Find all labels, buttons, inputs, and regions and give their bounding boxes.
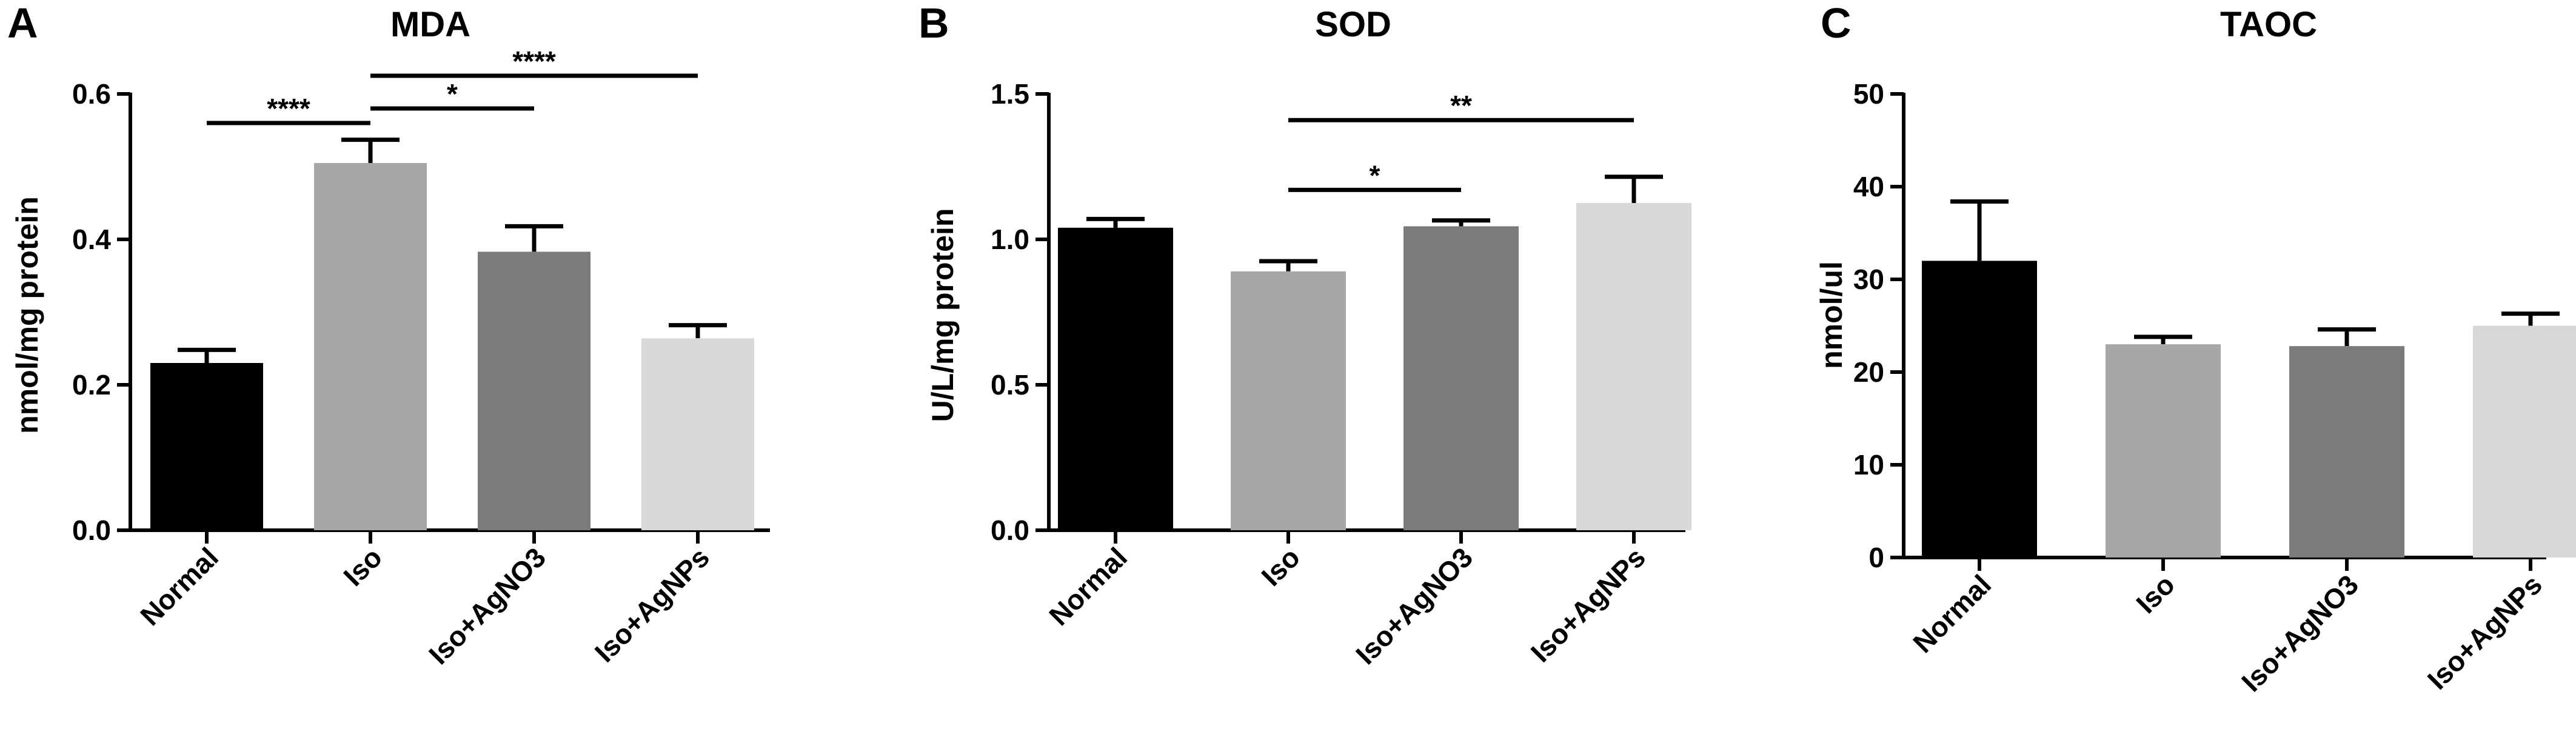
panel-letter: A	[7, 0, 38, 47]
y-tick-label: 10	[1853, 449, 1884, 481]
significance-label: **	[1450, 90, 1472, 121]
x-tick-label: Iso+AgNO3	[423, 541, 552, 670]
significance-label: *	[447, 78, 458, 110]
x-tick-label: Iso+AgNPs	[2421, 568, 2548, 695]
x-tick-label: Normal	[1043, 541, 1133, 631]
plot-area: 0.0 0.2 0.4 0.6 Normal Iso Iso+AgNO3 Iso+AgNPs *…	[72, 45, 770, 670]
panel-b: B SOD U/L/mg protein 0.0 0.5 1.0 1.5 Normal I…	[918, 0, 1691, 670]
y-tick-label: 0.2	[72, 369, 111, 401]
y-axis-label: nmol/ul	[1815, 261, 1848, 369]
y-tick-label: 1.5	[991, 78, 1029, 110]
panel-letter: C	[1821, 0, 1852, 47]
x-tick-label: Iso	[1255, 541, 1306, 592]
bar	[2289, 346, 2404, 558]
bar	[1058, 227, 1173, 530]
panel-a: A MDA nmol/mg protein 0.0 0.2 0.4 0.6 Normal…	[7, 0, 770, 670]
bar	[1403, 226, 1519, 530]
significance-label: ****	[267, 93, 310, 124]
x-tick-label: Normal	[1907, 568, 1997, 659]
bar	[1922, 261, 2037, 558]
bar	[1231, 271, 1346, 530]
y-tick-label: 0.6	[72, 78, 111, 110]
x-tick-label: Iso+AgNO3	[1350, 541, 1479, 670]
x-tick-label: Iso+AgNO3	[2235, 568, 2364, 697]
bar	[2106, 344, 2221, 558]
y-tick-label: 30	[1853, 264, 1884, 295]
panel-letter: B	[918, 0, 949, 47]
x-tick-label: Iso	[2130, 568, 2181, 619]
chart-title: TAOC	[2220, 5, 2317, 44]
y-tick-label: 0.5	[991, 369, 1029, 401]
significance-label: ****	[512, 45, 556, 77]
y-axis-label: U/L/mg protein	[926, 208, 960, 422]
y-tick-label: 0.0	[991, 514, 1029, 546]
y-tick-label: 0.0	[72, 514, 111, 546]
y-axis-label: nmol/mg protein	[10, 196, 44, 434]
y-tick-label: 40	[1853, 171, 1884, 202]
panel-c: C TAOC nmol/ul 0 10 20 30 40 50 Normal Iso Iso+A…	[1815, 0, 2576, 697]
y-tick-label: 0.4	[72, 224, 111, 255]
x-tick-label: Normal	[134, 541, 224, 631]
x-tick-label: Iso+AgNPs	[589, 541, 715, 668]
x-tick-label: Iso	[337, 541, 388, 592]
x-tick-label: Iso+AgNPs	[1525, 541, 1651, 668]
bar	[314, 163, 427, 530]
plot-area: 0 10 20 30 40 50 Normal Iso Iso+AgNO3 Iso+AgNPs	[1853, 78, 2576, 697]
chart-title: SOD	[1315, 5, 1391, 44]
y-tick-label: 20	[1853, 356, 1884, 388]
bar	[150, 363, 263, 530]
bar	[641, 338, 754, 530]
plot-area: 0.0 0.5 1.0 1.5 Normal Iso Iso+AgNO3 Iso+AgNPs *…	[991, 78, 1691, 670]
bar	[478, 251, 590, 530]
chart-title: MDA	[390, 5, 470, 44]
significance-label: *	[1370, 159, 1380, 191]
bar	[2473, 325, 2576, 558]
y-tick-label: 1.0	[991, 224, 1029, 255]
bar	[1576, 203, 1691, 530]
y-tick-label: 0	[1868, 542, 1884, 573]
y-tick-label: 50	[1853, 78, 1884, 110]
